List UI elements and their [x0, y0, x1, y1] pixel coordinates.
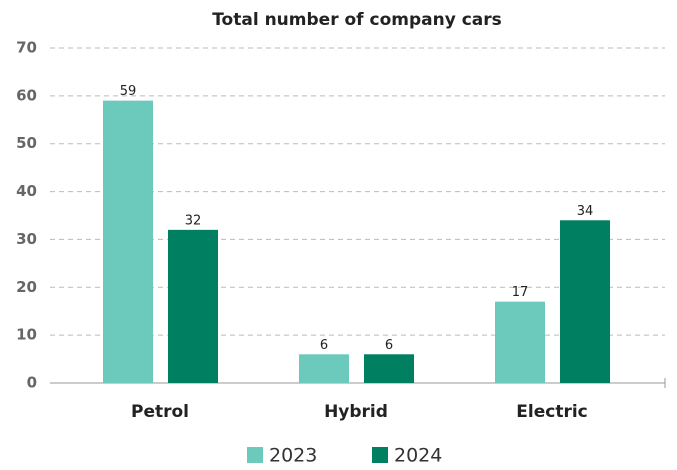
y-tick-label: 40 [16, 182, 37, 200]
y-tick-label: 0 [27, 374, 37, 392]
data-label: 32 [185, 213, 202, 228]
bar [103, 100, 153, 384]
legend-label: 2023 [269, 445, 317, 467]
data-label: 17 [512, 285, 529, 300]
legend-swatch [247, 447, 263, 463]
bar [560, 220, 610, 383]
bar [364, 354, 414, 383]
y-tick-label: 20 [16, 278, 37, 296]
y-tick-label: 10 [16, 326, 37, 344]
y-tick-label: 70 [16, 39, 37, 57]
bar [168, 229, 218, 383]
legend-swatch [372, 447, 388, 463]
y-tick-label: 30 [16, 230, 37, 248]
x-tick-label: Hybrid [324, 402, 388, 422]
x-tick-label: Petrol [131, 402, 189, 422]
y-tick-label: 60 [16, 86, 37, 104]
data-label: 34 [577, 204, 594, 219]
x-tick-label: Electric [516, 402, 587, 422]
bar [299, 354, 349, 383]
y-tick-label: 50 [16, 134, 37, 152]
data-label: 59 [120, 84, 137, 99]
chart-title: Total number of company cars [212, 10, 502, 30]
bar [495, 301, 545, 383]
data-label: 6 [385, 338, 393, 353]
legend-label: 2024 [394, 445, 442, 467]
data-label: 6 [320, 338, 328, 353]
